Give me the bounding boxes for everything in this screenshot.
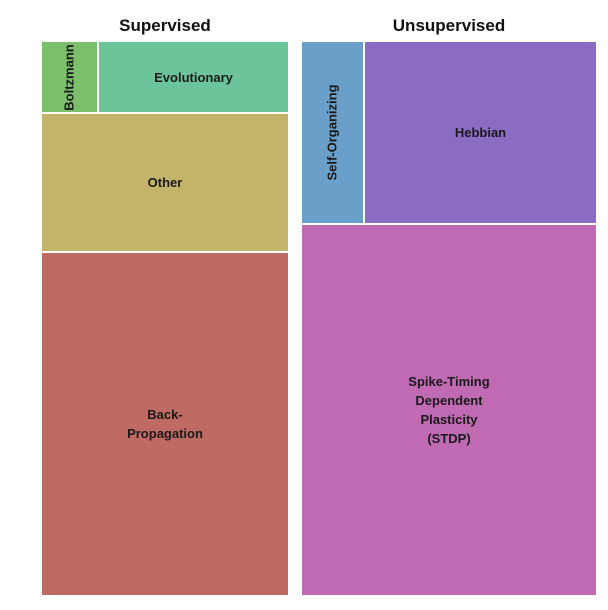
treemap-cell-label: Evolutionary bbox=[154, 69, 233, 85]
treemap-cell: Spike-Timing Dependent Plasticity (STDP) bbox=[301, 224, 597, 596]
treemap-cell-label: Self-Organizing bbox=[325, 84, 340, 181]
treemap-cell: Self-Organizing bbox=[301, 41, 364, 224]
treemap-cell: Hebbian bbox=[364, 41, 597, 224]
treemap-panel: Boltzmann Evolutionary Other Back- Propagat… bbox=[41, 41, 289, 596]
treemap-cell-label: Back- Propagation bbox=[127, 407, 203, 441]
treemap-cell: Back- Propagation bbox=[41, 252, 289, 596]
treemap-cell: Boltzmann bbox=[41, 41, 98, 113]
treemap-cell-label: Boltzmann bbox=[62, 43, 78, 111]
treemap-panel: Self-Organizing Hebbian Spike-Timing Depen… bbox=[301, 41, 597, 596]
treemap-cell: Evolutionary bbox=[98, 41, 289, 113]
treemap-cell-label: Hebbian bbox=[454, 125, 507, 140]
treemap-cell-label: Spike-Timing Dependent Plasticity (STDP) bbox=[408, 374, 490, 446]
group-title: Unsupervised bbox=[392, 16, 506, 35]
group-title: Supervised bbox=[119, 16, 211, 35]
treemap-cell: Other bbox=[41, 113, 289, 252]
treemap-cell-label: Other bbox=[147, 175, 183, 190]
